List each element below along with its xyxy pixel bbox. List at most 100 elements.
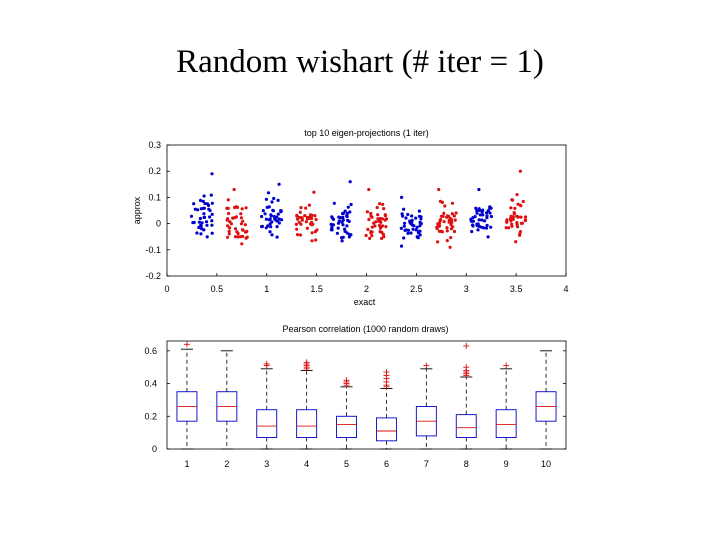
scatter-ytick-label: 0.3 <box>148 140 161 150</box>
scatter-point-group-5 <box>347 235 351 239</box>
scatter-point-group-10 <box>518 203 523 207</box>
scatter-point-group-3 <box>275 219 279 223</box>
scatter-point-group-2 <box>239 212 243 216</box>
scatter-point-group-1 <box>196 208 200 212</box>
scatter-point-group-10 <box>513 206 517 210</box>
scatter-ytick-label: -0.1 <box>145 245 161 255</box>
scatter-point-group-3 <box>261 209 265 213</box>
scatter-point-group-8 <box>450 212 454 216</box>
scatter-xlabel: exact <box>354 297 376 307</box>
scatter-point-group-7 <box>400 212 404 216</box>
scatter-point-group-5 <box>346 205 350 209</box>
scatter-point-group-10 <box>523 215 528 219</box>
scatter-point-group-6 <box>367 217 371 222</box>
scatter-point-group-3 <box>264 197 268 201</box>
scatter-point-group-8 <box>443 204 447 208</box>
scatter-point-group-1 <box>192 220 196 225</box>
scatter-point-group-7 <box>418 233 422 237</box>
scatter-point-group-7 <box>415 225 419 229</box>
scatter-xtick-label: 0 <box>164 284 169 294</box>
scatter-point-group-3 <box>272 196 276 201</box>
scatter-point-group-8 <box>438 199 442 203</box>
scatter-point-group-8 <box>439 218 443 222</box>
scatter-point-group-5 <box>335 231 339 235</box>
scatter-point-group-7 <box>399 244 404 248</box>
scatter-point-group-7 <box>417 209 421 213</box>
scatter-point-group-9 <box>471 219 475 223</box>
scatter-point-group-6 <box>370 234 374 238</box>
scatter-point-group-1 <box>205 223 209 227</box>
scatter-point-group-2 <box>225 206 229 210</box>
scatter-point-group-9 <box>481 213 485 217</box>
scatter-point-group-6 <box>377 223 382 228</box>
scatter-point-group-5 <box>348 210 352 214</box>
scatter-point-group-10 <box>505 218 509 222</box>
scatter-point-group-2 <box>244 230 248 234</box>
scatter-point-group-3 <box>268 230 272 234</box>
scatter-point-group-4 <box>312 190 316 194</box>
scatter-point-group-4 <box>308 213 313 217</box>
scatter-point-group-9 <box>489 214 493 219</box>
scatter-point-group-1 <box>210 201 214 205</box>
scatter-point-group-6 <box>372 221 376 225</box>
box-iqr-rect <box>296 409 318 438</box>
scatter-point-group-2 <box>229 222 233 226</box>
box-outlier-marker <box>303 359 310 366</box>
scatter-point-group-10 <box>518 233 522 237</box>
scatter-point-group-1 <box>197 225 201 230</box>
scatter-point-group-6 <box>369 230 373 234</box>
scatter-point-group-7 <box>417 214 422 218</box>
scatter-point-group-6 <box>381 232 385 236</box>
scatter-point-group-5 <box>345 215 349 219</box>
scatter-point-group-9 <box>471 216 475 220</box>
box-outlier-marker <box>183 341 190 348</box>
scatter-point-group-3 <box>273 217 277 221</box>
scatter-point-group-5 <box>341 235 345 239</box>
scatter-point-group-9 <box>488 211 492 215</box>
scatter-point-group-3 <box>264 217 268 221</box>
scatter-point-group-5 <box>330 228 334 232</box>
scatter-point-group-9 <box>471 223 475 227</box>
scatter-ytick-label: 0.1 <box>148 192 161 202</box>
scatter-point-group-10 <box>510 222 514 226</box>
scatter-point-group-3 <box>272 214 276 219</box>
scatter-point-group-5 <box>345 211 349 216</box>
scatter-point-group-9 <box>475 209 479 213</box>
scatter-point-group-2 <box>233 235 238 239</box>
scatter-point-group-10 <box>521 199 525 204</box>
box-chart: Pearson correlation (1000 random draws) 0… <box>144 324 567 469</box>
scatter-point-group-6 <box>382 207 386 211</box>
box-iqr-rect <box>376 417 397 442</box>
scatter-point-group-6 <box>375 205 379 210</box>
scatter-point-group-6 <box>378 226 383 230</box>
scatter-point-group-1 <box>197 220 201 224</box>
scatter-point-group-3 <box>268 217 272 221</box>
scatter-point-group-8 <box>439 214 443 218</box>
scatter-point-group-1 <box>198 198 203 203</box>
scatter-point-group-8 <box>445 239 449 243</box>
box-outlier-marker <box>263 360 270 367</box>
scatter-point-group-2 <box>241 219 245 223</box>
scatter-point-group-2 <box>240 242 244 246</box>
scatter-point-group-1 <box>202 206 206 210</box>
scatter-point-group-1 <box>202 212 206 216</box>
scatter-point-group-6 <box>367 187 371 192</box>
scatter-point-group-9 <box>477 218 481 222</box>
scatter-point-group-7 <box>406 212 410 217</box>
scatter-point-group-9 <box>475 211 479 215</box>
scatter-point-group-2 <box>235 230 239 234</box>
box-ytick-label: 0 <box>152 444 157 454</box>
scatter-point-group-5 <box>337 215 341 219</box>
scatter-ylabel: approx <box>132 196 142 224</box>
scatter-point-group-8 <box>452 214 456 218</box>
box-xtick-label: 4 <box>304 459 309 469</box>
box-xtick-label: 6 <box>384 459 389 469</box>
scatter-point-group-3 <box>260 214 264 219</box>
scatter-point-group-3 <box>279 209 283 213</box>
scatter-point-group-7 <box>403 228 407 232</box>
scatter-point-group-10 <box>519 215 523 219</box>
scatter-point-group-1 <box>199 232 203 236</box>
scatter-point-group-1 <box>210 223 214 227</box>
scatter-point-group-3 <box>267 205 271 209</box>
